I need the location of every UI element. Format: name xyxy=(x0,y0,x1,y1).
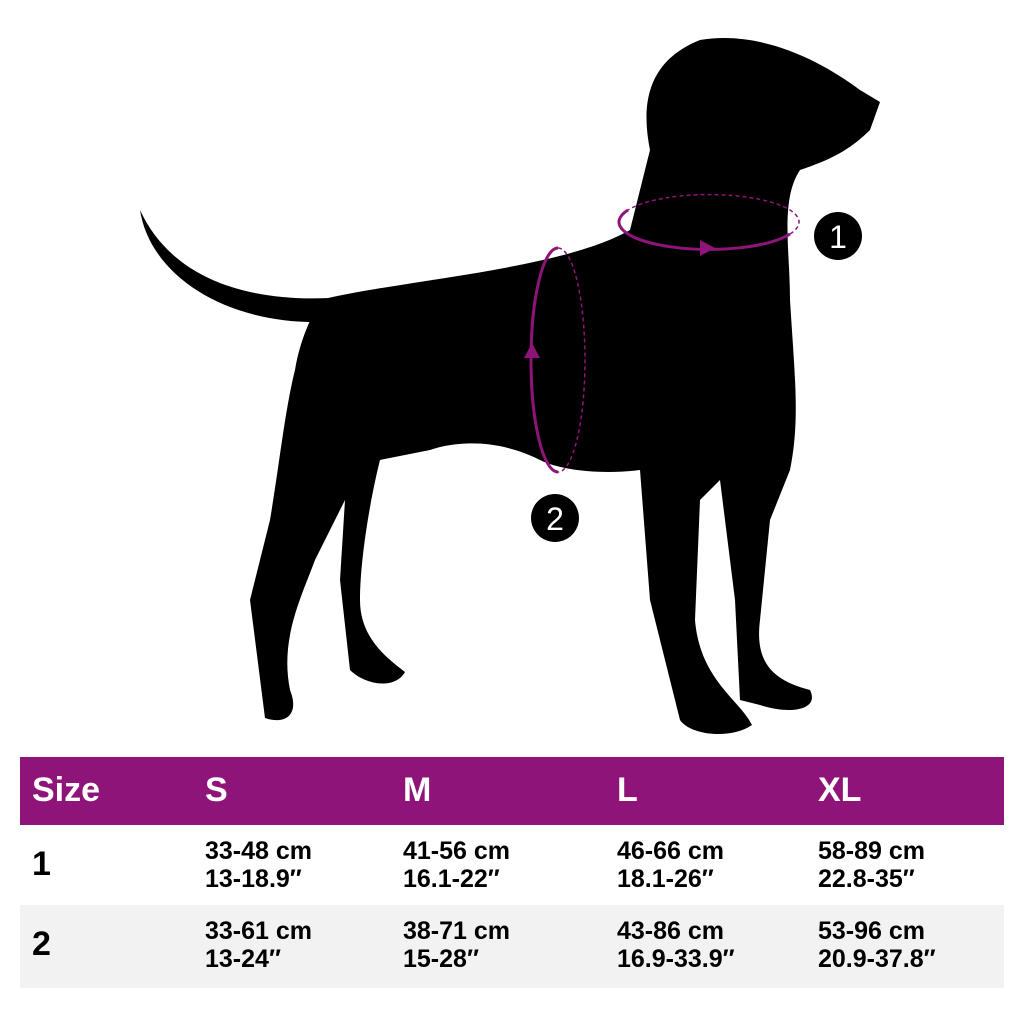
table-cell: 58-89 cm 22.8-35″ xyxy=(818,837,926,893)
table-row: 1 33-48 cm 13-18.9″ 41-56 cm 16.1-22″ 46-6… xyxy=(20,825,1004,905)
table-cell: 53-96 cm 20.9-37.8″ xyxy=(818,917,936,973)
svg-text:2: 2 xyxy=(546,501,564,537)
neck-measure-loop xyxy=(617,193,800,256)
table-header-row: Size S M L XL xyxy=(20,757,1004,825)
table-cell: 33-48 cm 13-18.9″ xyxy=(205,837,313,893)
dog-tail xyxy=(140,210,330,323)
row-label: 2 xyxy=(32,925,51,963)
header-xl: XL xyxy=(818,771,862,809)
size-table: Size S M L XL 1 33-48 cm 13-18.9″ 41-56 c… xyxy=(20,757,1004,988)
table-row: 2 33-61 cm 13-24″ 38-71 cm 15-28″ 43-86 cm… xyxy=(20,905,1004,988)
header-m: M xyxy=(403,771,432,809)
row-label: 1 xyxy=(32,845,51,883)
marker-2: 2 xyxy=(531,494,579,542)
dog-silhouette xyxy=(250,38,880,735)
header-size: Size xyxy=(32,771,101,809)
chest-measure-loop xyxy=(524,246,586,474)
table-cell: 33-61 cm 13-24″ xyxy=(205,917,313,973)
table-cell: 46-66 cm 18.1-26″ xyxy=(617,837,725,893)
table-cell: 43-86 cm 16.9-33.9″ xyxy=(617,917,735,973)
table-cell: 41-56 cm 16.1-22″ xyxy=(403,837,511,893)
svg-text:1: 1 xyxy=(829,219,847,255)
header-l: L xyxy=(617,771,638,809)
dog-measurement-illustration: 1 2 xyxy=(140,38,880,735)
marker-1: 1 xyxy=(814,212,862,260)
header-s: S xyxy=(205,771,228,809)
table-cell: 38-71 cm 15-28″ xyxy=(403,917,511,973)
